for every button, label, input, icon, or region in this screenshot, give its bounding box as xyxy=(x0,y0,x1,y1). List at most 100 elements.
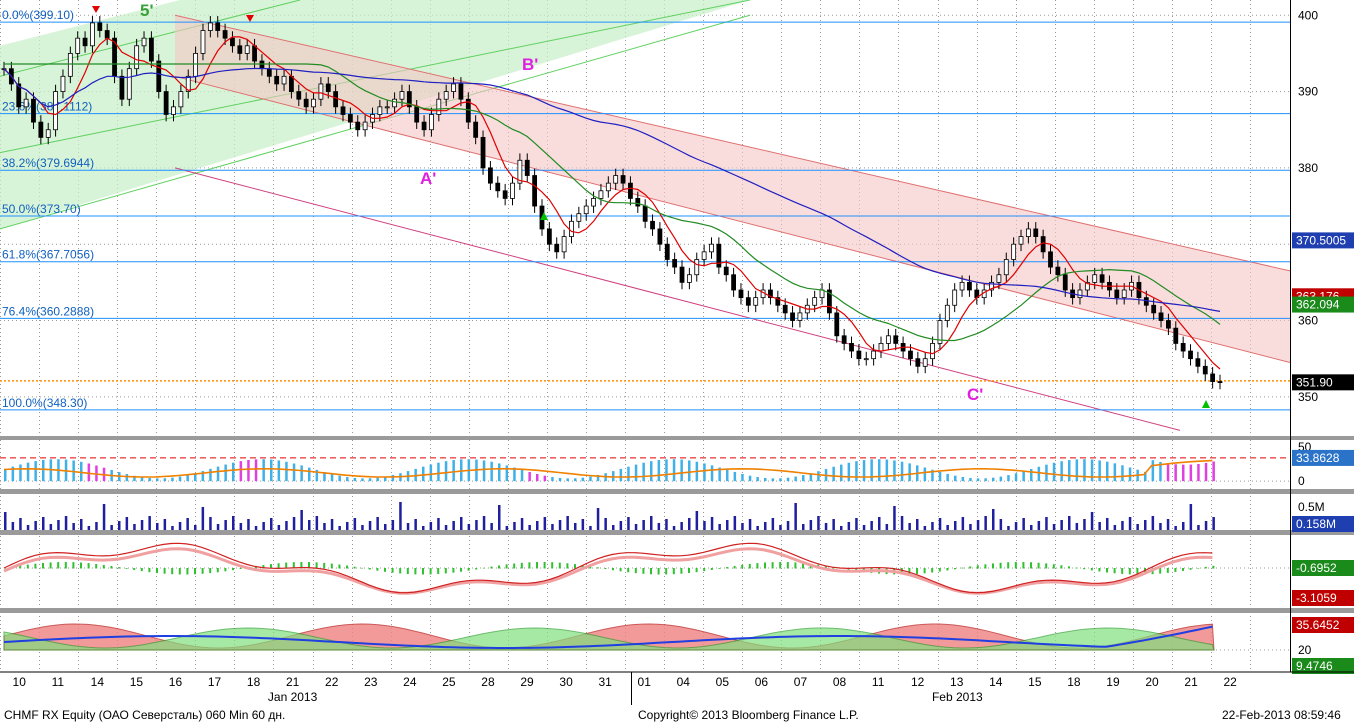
price-candle xyxy=(524,159,530,176)
volume-bar xyxy=(513,522,516,530)
volume-bar xyxy=(1144,520,1147,530)
macd-histogram-bar xyxy=(976,565,979,569)
price-candle xyxy=(967,281,972,291)
osc-bar xyxy=(710,465,714,482)
price-candle xyxy=(1173,327,1179,344)
macd-histogram-bar xyxy=(194,568,196,575)
x-tick-label: 21 xyxy=(1184,675,1198,689)
price-candle xyxy=(75,37,81,54)
osc-bar xyxy=(209,468,212,482)
price-candle xyxy=(576,213,582,222)
volume-bar xyxy=(748,519,752,530)
dmi-adx-line xyxy=(3,625,1213,649)
volume-bar xyxy=(1090,512,1094,530)
osc-bar xyxy=(596,475,600,482)
volume-bar xyxy=(361,525,364,530)
osc-bar xyxy=(908,463,911,482)
osc-bar xyxy=(1098,460,1101,482)
osc-bar xyxy=(1106,461,1109,482)
volume-bar xyxy=(1060,520,1063,530)
osc-bar xyxy=(1197,463,1200,482)
volume-bar xyxy=(771,518,775,530)
osc-bar xyxy=(1121,465,1124,482)
macd-histogram-bar xyxy=(764,562,766,569)
volume-bar xyxy=(194,525,197,530)
osc-bar xyxy=(1174,464,1177,482)
price-candle xyxy=(126,68,132,100)
price-candle xyxy=(443,91,449,100)
price-candle xyxy=(561,236,567,253)
macd-histogram-bar xyxy=(376,568,379,571)
macd-histogram-bar xyxy=(186,568,189,575)
macd-histogram-bar xyxy=(1197,568,1200,569)
osc-bar xyxy=(186,474,189,482)
volume-bar xyxy=(1197,525,1200,530)
osc-bar xyxy=(733,471,737,482)
buy-marker xyxy=(1202,400,1210,408)
price-candle xyxy=(583,205,589,215)
macd-histogram-bar xyxy=(1083,568,1086,570)
fib-level-label: 50.0%(373.70) xyxy=(2,202,81,216)
volume-bar xyxy=(634,524,638,530)
volume-bar xyxy=(452,521,455,530)
price-candle xyxy=(244,45,250,54)
price-candle xyxy=(296,91,302,100)
osc-bar xyxy=(1052,462,1056,482)
macd-histogram-bar xyxy=(657,568,660,575)
volume-bar xyxy=(323,523,326,530)
volume-bar xyxy=(558,520,562,530)
osc-bar xyxy=(589,476,592,482)
osc-bar xyxy=(878,459,881,482)
macd-histogram-bar xyxy=(1052,564,1055,569)
macd-histogram-bar xyxy=(551,562,554,569)
price-candle xyxy=(67,53,73,77)
x-tick-label: 17 xyxy=(208,675,222,689)
volume-bar xyxy=(695,511,699,530)
volume-bar xyxy=(802,524,805,530)
macd-histogram-bar xyxy=(482,567,485,569)
price-candle xyxy=(362,121,368,131)
macd-histogram-bar xyxy=(536,562,538,569)
price-candle xyxy=(230,37,235,47)
macd-histogram-bar xyxy=(118,567,120,569)
osc-bar xyxy=(498,463,501,482)
volume-bar xyxy=(178,522,182,530)
x-tick-label: 08 xyxy=(833,675,847,689)
price-candle xyxy=(141,37,147,47)
macd-histogram-bar xyxy=(650,568,652,575)
price-candle xyxy=(414,106,420,123)
price-candle xyxy=(377,106,383,115)
macd-histogram-bar xyxy=(520,562,523,569)
volume-bar xyxy=(444,525,448,530)
osc-bar xyxy=(847,462,851,482)
osc-bar xyxy=(938,471,942,482)
buy-marker xyxy=(540,212,548,220)
price-candle xyxy=(937,320,943,344)
macd-histogram-bar xyxy=(961,567,964,569)
price-candle xyxy=(1121,289,1127,299)
osc-bar xyxy=(338,475,341,482)
osc-bar xyxy=(1144,471,1147,482)
macd-histogram-bar xyxy=(718,568,721,569)
panel-separator xyxy=(0,436,1354,440)
panel-separator xyxy=(0,530,1354,535)
volume-bar xyxy=(961,517,965,530)
osc-bar xyxy=(1014,473,1018,482)
price-candle xyxy=(908,350,913,360)
osc-bar xyxy=(125,474,129,482)
x-tick-label: 24 xyxy=(403,675,417,689)
osc-bar xyxy=(285,461,288,482)
volume-bar xyxy=(490,523,493,530)
macd-histogram-bar xyxy=(26,564,29,569)
volume-bar xyxy=(786,521,790,530)
macd-histogram-bar xyxy=(399,568,402,574)
osc-bar xyxy=(923,467,927,482)
volume-bar xyxy=(1121,521,1124,530)
osc-bar xyxy=(543,475,547,482)
macd-line xyxy=(3,542,1213,594)
volume-bar xyxy=(270,518,273,530)
macd-histogram-bar xyxy=(931,568,934,573)
macd-histogram-bar xyxy=(558,562,561,569)
osc-bar xyxy=(346,477,349,482)
macd-histogram-bar xyxy=(490,566,493,569)
